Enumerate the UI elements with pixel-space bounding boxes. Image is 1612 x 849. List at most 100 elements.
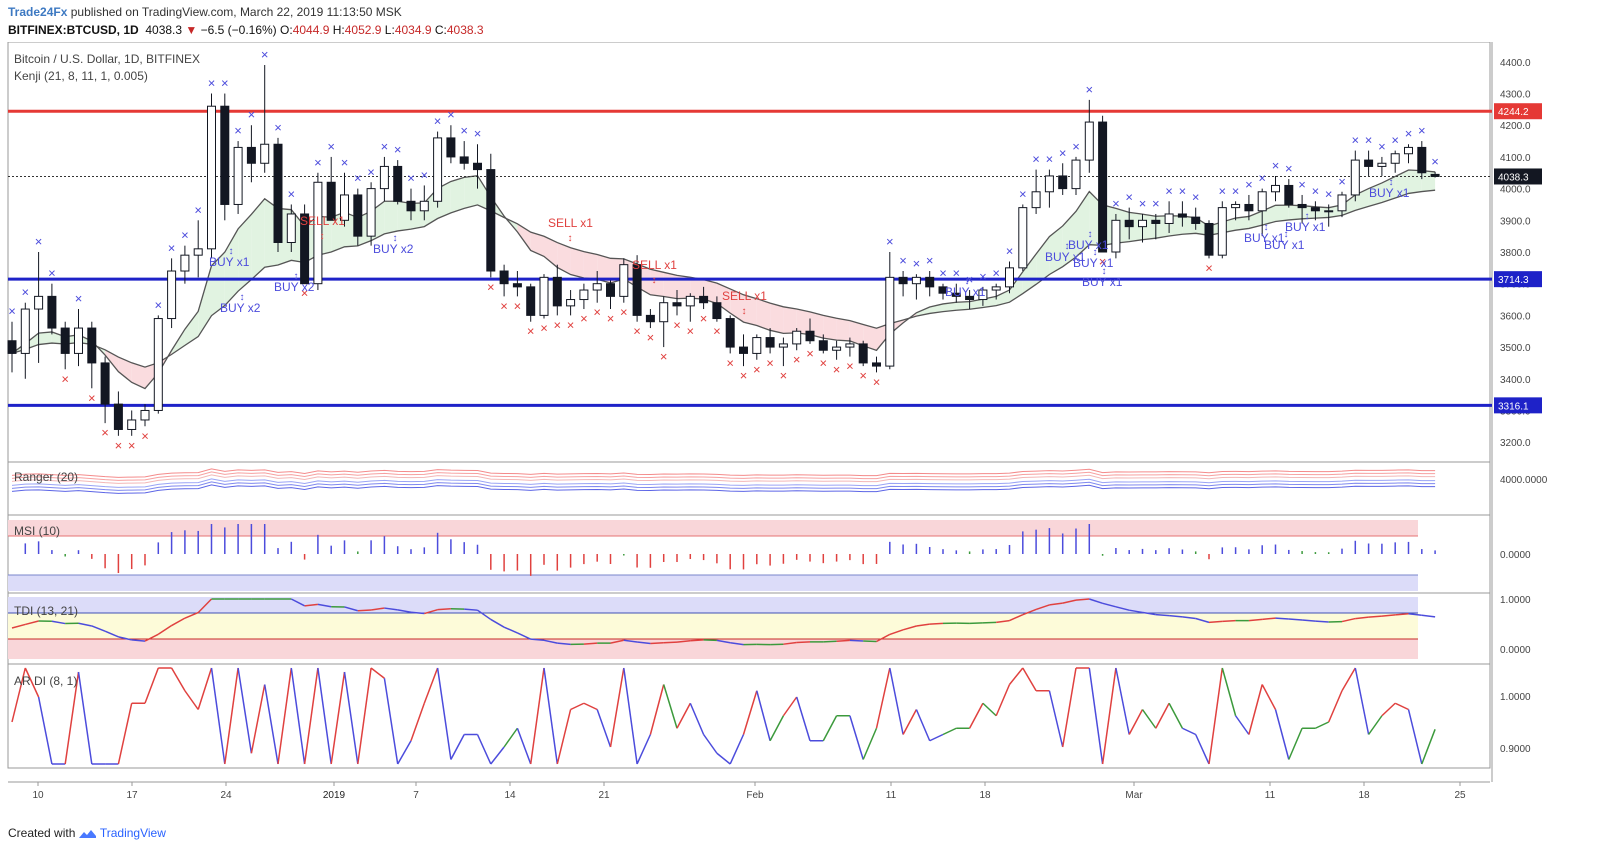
- tdi-line-segment: [184, 611, 199, 619]
- sell-signal-label: SELL x1: [722, 289, 767, 303]
- ardi-axis-tick: 1.0000: [1500, 692, 1531, 703]
- tdi-line-segment: [1395, 612, 1409, 616]
- candle-body: [699, 295, 709, 304]
- ardi-line-segment: [423, 667, 439, 704]
- candle-body: [113, 403, 123, 430]
- msi-pane-title[interactable]: MSI (10): [14, 524, 61, 538]
- ardi-line-segment: [1048, 690, 1064, 748]
- price-axis-tick: 3200.0: [1500, 438, 1531, 449]
- signal-arrow-icon: ↕: [1305, 211, 1310, 222]
- chart-header: Trade24Fx published on TradingView.com, …: [0, 0, 1612, 42]
- candle-body: [1257, 191, 1267, 212]
- ardi-line-segment: [1221, 667, 1237, 716]
- time-axis-label: 17: [126, 790, 138, 801]
- candle-body: [1191, 216, 1201, 224]
- ardi-line-segment: [929, 733, 944, 742]
- msi-axis-tick: 0.0000: [1500, 550, 1531, 561]
- time-axis-label: 7: [413, 790, 419, 801]
- ranger-pane-title[interactable]: Ranger (20): [14, 470, 79, 484]
- candle-body: [832, 346, 842, 351]
- tdi-line-segment: [1062, 599, 1077, 604]
- candle-body: [592, 283, 602, 291]
- chart-canvas[interactable]: × × × × × × × × × × × × × × × × × × × × × × × × × × × × × × × × × × × × × × × ×…: [0, 42, 1612, 822]
- candle-body: [539, 276, 549, 316]
- ardi-line-segment: [822, 715, 838, 742]
- candle-body: [433, 137, 443, 202]
- ardi-line-segment: [942, 727, 957, 736]
- ardi-pane-title[interactable]: AR DI (8, 1): [14, 674, 78, 688]
- tdi-line-segment: [1182, 616, 1196, 620]
- tdi-line-segment: [730, 642, 744, 646]
- ardi-line-segment: [1208, 667, 1224, 765]
- ardi-line-segment: [1115, 667, 1130, 735]
- kenji-cloud-segment: [943, 302, 957, 312]
- kenji-cloud-segment: [38, 331, 52, 345]
- ardi-line-segment: [383, 678, 399, 765]
- tdi-line-segment: [464, 608, 478, 611]
- buy-marker-icon: ×: [1285, 161, 1293, 176]
- candle-body: [606, 283, 615, 297]
- price-axis-tick: 3600.0: [1500, 311, 1531, 322]
- sell-marker-icon: ×: [873, 374, 881, 389]
- candle-body: [1324, 210, 1334, 213]
- candle-body: [180, 254, 190, 272]
- ardi-line-segment: [436, 667, 452, 760]
- tdi-line-segment: [1275, 617, 1289, 620]
- buy-marker-icon: ×: [327, 139, 335, 154]
- chart-area[interactable]: × × × × × × × × × × × × × × × × × × × × × × × × × × × × × × × × × × × × × × × ×…: [0, 42, 1612, 822]
- kenji-cloud-segment: [743, 294, 757, 326]
- candle-body: [326, 181, 336, 221]
- time-axis-label: 11: [886, 790, 897, 801]
- ardi-line-segment: [1141, 709, 1157, 729]
- symbol-line: BITFINEX:BTCUSD, 1D 4038.3 ▼ −6.5 (−0.16…: [8, 23, 484, 37]
- buy-marker-icon: ×: [899, 253, 907, 268]
- sell-marker-icon: ×: [593, 305, 601, 320]
- buy-marker-icon: ×: [1179, 183, 1187, 198]
- tdi-line-segment: [623, 639, 638, 643]
- tdi-line-segment: [477, 609, 492, 621]
- sell-marker-icon: ×: [301, 286, 309, 301]
- author-brand[interactable]: Trade24Fx: [8, 5, 68, 19]
- ardi-line-segment: [303, 667, 319, 765]
- kenji-cloud-segment: [251, 198, 265, 280]
- sell-marker-icon: ×: [700, 311, 708, 326]
- tdi-line-segment: [397, 609, 412, 614]
- ardi-line-segment: [1155, 702, 1170, 729]
- tdi-pane-title[interactable]: TDI (13, 21): [14, 604, 79, 618]
- sell-marker-icon: ×: [141, 428, 149, 443]
- buy-marker-icon: ×: [1125, 190, 1133, 205]
- buy-signal-label: BUY x2: [373, 242, 414, 256]
- tdi-line-segment: [796, 641, 811, 644]
- tdi-line-segment: [1009, 613, 1024, 622]
- kenji-indicator-label[interactable]: Kenji (21, 8, 11, 1, 0.005): [14, 69, 148, 83]
- tdi-line-segment: [1089, 598, 1103, 605]
- sell-signal-label: SELL x1: [632, 258, 677, 272]
- tdi-line-segment: [1022, 608, 1037, 616]
- ardi-line-segment: [184, 690, 199, 710]
- candle-body: [74, 327, 83, 354]
- ardi-line-segment: [224, 667, 239, 765]
- kenji-cloud-segment: [570, 247, 584, 278]
- candle-body: [486, 169, 496, 272]
- signal-arrow-icon: ↕: [393, 233, 398, 244]
- buy-marker-icon: ×: [221, 76, 229, 91]
- buy-marker-icon: ×: [966, 272, 974, 287]
- buy-marker-icon: ×: [992, 266, 1000, 281]
- price-axis-tick: 3400.0: [1500, 375, 1531, 386]
- kenji-cloud-segment: [211, 252, 225, 316]
- sell-signal-label: SELL x1: [300, 214, 345, 228]
- tdi-line-segment: [437, 608, 451, 611]
- kenji-cloud-segment: [224, 228, 239, 306]
- ardi-line-segment: [1234, 715, 1250, 735]
- ardi-line-segment: [1354, 667, 1370, 735]
- tradingview-link[interactable]: TradingView: [99, 826, 166, 840]
- candle-body: [193, 248, 203, 256]
- buy-marker-icon: ×: [168, 240, 176, 255]
- tdi-line-segment: [317, 603, 332, 608]
- tdi-line-segment: [823, 640, 837, 643]
- close-label: C:: [434, 23, 447, 37]
- buy-marker-icon: ×: [913, 256, 921, 271]
- ranger-band-line: [11, 474, 1436, 484]
- sell-marker-icon: ×: [88, 390, 96, 405]
- ardi-line-segment: [397, 740, 412, 765]
